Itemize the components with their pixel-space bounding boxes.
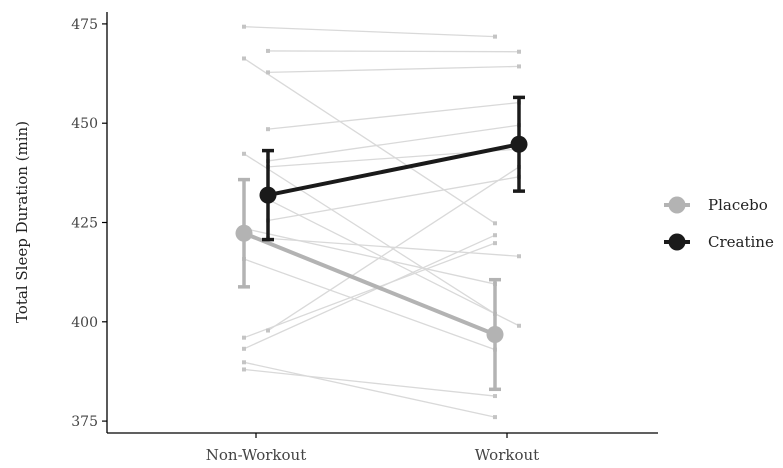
individual-line — [243, 242, 496, 339]
x-tick-label: Non-Workout — [206, 446, 306, 464]
axes: 375 400 425 450 475 Non-Workout Workout Total… — [13, 12, 658, 464]
mean-point — [486, 326, 504, 344]
y-tick-label: 400 — [71, 315, 98, 331]
individual-point — [517, 49, 521, 54]
individual-point — [493, 394, 497, 399]
individual-line — [243, 234, 496, 350]
individual-point — [493, 233, 497, 238]
mean-point — [510, 135, 528, 153]
individual-line — [267, 176, 520, 222]
x-axis-ticks: Non-Workout Workout — [206, 433, 539, 464]
individual-point — [242, 360, 246, 365]
y-tick-label: 375 — [71, 414, 98, 430]
y-axis-ticks: 375 400 425 450 475 — [71, 17, 107, 430]
legend-label: Placebo — [708, 196, 768, 214]
individual-point — [266, 70, 270, 75]
individual-line — [243, 153, 496, 315]
individual-point — [242, 335, 246, 340]
individual-point — [266, 328, 270, 333]
individual-point — [493, 241, 497, 246]
individual-line — [267, 237, 520, 257]
individual-point — [266, 127, 270, 132]
individual-point — [242, 56, 246, 61]
individual-point — [493, 34, 497, 39]
individual-line — [243, 368, 496, 397]
individual-point — [517, 323, 521, 328]
legend: Placebo Creatine — [664, 196, 774, 251]
legend-label: Creatine — [708, 233, 774, 251]
individual-line — [243, 57, 496, 224]
individual-line — [243, 258, 496, 351]
individual-point — [242, 24, 246, 29]
y-tick-label: 425 — [71, 216, 98, 232]
mean-point — [259, 186, 277, 204]
individual-point — [517, 254, 521, 259]
y-tick-label: 450 — [71, 116, 98, 132]
mean-line — [243, 231, 496, 337]
individual-line — [243, 361, 496, 418]
individual-line — [267, 65, 520, 74]
x-tick-label: Workout — [475, 446, 539, 464]
mean-line — [267, 142, 520, 198]
individual-point — [242, 346, 246, 351]
individual-line — [243, 26, 496, 38]
individual-line — [267, 124, 520, 162]
individual-point — [242, 151, 246, 156]
individual-line — [243, 227, 496, 285]
individual-point — [266, 48, 270, 53]
legend-key-point — [668, 196, 686, 214]
legend-key-point — [668, 233, 686, 251]
individual-line — [267, 166, 520, 332]
individual-lines — [242, 24, 521, 420]
individual-point — [517, 64, 521, 69]
y-axis-title: Total Sleep Duration (min) — [13, 121, 31, 323]
individual-point — [493, 221, 497, 226]
individual-line — [267, 198, 520, 327]
group-summaries — [235, 95, 528, 392]
individual-line — [267, 50, 520, 53]
individual-point — [493, 415, 497, 420]
y-tick-label: 475 — [71, 17, 98, 33]
individual-point — [242, 367, 246, 372]
individual-line — [267, 101, 520, 130]
mean-point — [235, 224, 253, 242]
